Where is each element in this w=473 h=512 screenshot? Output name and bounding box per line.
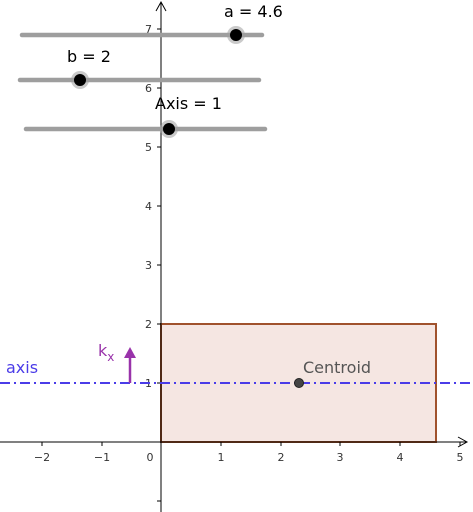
slider-axis-handle[interactable] bbox=[163, 123, 175, 135]
x-tick-label: 3 bbox=[337, 451, 344, 464]
slider-axis[interactable] bbox=[23, 120, 268, 138]
moment-arrow[interactable] bbox=[124, 347, 136, 383]
origin-label: 0 bbox=[147, 451, 154, 464]
slider-a-label: a = 4.6 bbox=[224, 2, 283, 21]
arrow-up-icon bbox=[124, 347, 136, 358]
x-tick-label: 4 bbox=[397, 451, 404, 464]
moment-label: kx bbox=[98, 341, 114, 364]
slider-b-handle[interactable] bbox=[74, 74, 86, 86]
moment-label-main: k bbox=[98, 341, 108, 360]
x-axis: −2 −1 0 1 2 3 4 5 bbox=[0, 436, 469, 464]
y-tick-label: 7 bbox=[145, 23, 152, 36]
axis-line-label: axis bbox=[6, 358, 38, 377]
x-tick-label: 5 bbox=[457, 451, 464, 464]
y-tick-label: 6 bbox=[145, 82, 152, 95]
slider-a[interactable] bbox=[19, 26, 265, 44]
centroid-point[interactable] bbox=[294, 378, 304, 388]
x-tick-label: −1 bbox=[94, 451, 110, 464]
y-tick-label: 4 bbox=[145, 200, 152, 213]
slider-axis-label: Axis = 1 bbox=[155, 94, 222, 113]
slider-b-label: b = 2 bbox=[67, 47, 111, 66]
x-tick-label: −2 bbox=[34, 451, 50, 464]
y-tick-label: 2 bbox=[145, 318, 152, 331]
slider-a-handle[interactable] bbox=[230, 29, 242, 41]
y-axis-arrow-icon bbox=[155, 0, 167, 12]
x-tick-label: 2 bbox=[278, 451, 285, 464]
x-tick-label: 1 bbox=[218, 451, 225, 464]
slider-b[interactable] bbox=[17, 71, 262, 89]
x-axis-arrow-icon bbox=[457, 436, 469, 448]
centroid-label: Centroid bbox=[303, 358, 371, 377]
y-tick-label: 5 bbox=[145, 141, 152, 154]
moment-label-subscript: x bbox=[107, 350, 114, 364]
y-tick-label: 3 bbox=[145, 259, 152, 272]
